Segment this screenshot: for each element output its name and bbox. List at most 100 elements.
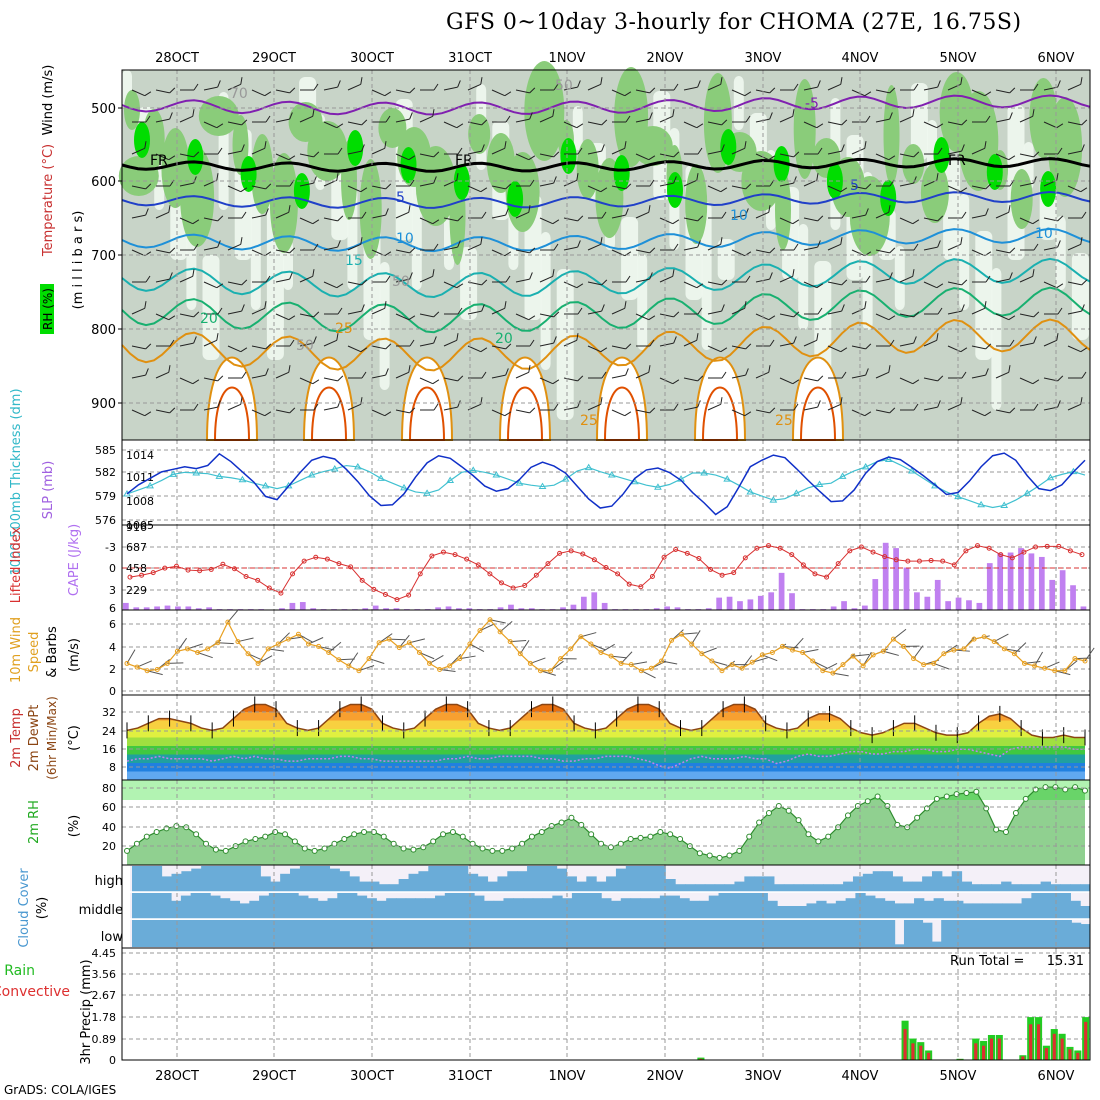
cs-wind-barb <box>179 151 200 158</box>
cs-wind-barb <box>923 215 944 222</box>
wind-barb <box>257 655 273 664</box>
wind-speed-marker <box>185 646 191 652</box>
cloud-low-bar <box>959 920 970 947</box>
cs-barb-flag <box>745 208 749 216</box>
cs-barb-staff <box>371 214 386 219</box>
cloud-low-bar <box>345 920 356 947</box>
wind-speed-marker <box>729 662 735 668</box>
cloud-middle-bar <box>718 893 729 919</box>
cs-barb-flag <box>313 243 319 251</box>
cs-barb-staff <box>1067 83 1081 91</box>
cloud-low-bar <box>290 920 300 947</box>
wind-speed-marker <box>931 660 937 666</box>
cloud-middle-bar <box>874 898 886 919</box>
cloud-middle-bar <box>327 898 338 919</box>
cs-barb-staff <box>923 217 938 222</box>
cs-barb-flag <box>1032 269 1035 277</box>
cs-barb-flag <box>360 77 363 85</box>
cloud-high-bar <box>299 866 311 892</box>
cape-ylabel-lifted: Lifted Index <box>9 526 24 603</box>
cs-barb-staff <box>299 153 314 158</box>
cs-barb-flag <box>649 407 656 414</box>
wind-barb <box>328 641 342 653</box>
cs-wind-barb <box>635 153 656 161</box>
wind-speed-marker <box>981 634 987 640</box>
rh-marker <box>815 838 822 845</box>
cs-wind-barb <box>779 336 797 347</box>
thk-thickness-marker <box>515 479 524 486</box>
cs-contour-15 <box>121 257 1091 299</box>
cs-barb-staff <box>131 147 145 155</box>
cloud-low-bar <box>411 920 421 947</box>
cs-barb-staff <box>371 147 385 155</box>
wind-speed-marker <box>689 641 695 647</box>
cs-barb-staff <box>275 118 290 123</box>
cloud-high-bar <box>457 866 469 892</box>
cs-barb-flag <box>912 109 915 117</box>
cape-li-marker <box>231 566 237 572</box>
wind-barb <box>419 652 435 660</box>
cs-wind-barb <box>923 281 944 289</box>
temp-ylabel-3: (6hr Min/Max) <box>45 696 59 780</box>
cs-barb-staff <box>1067 281 1082 286</box>
cs-barb-flag <box>265 343 272 350</box>
cape-bar <box>528 608 535 610</box>
wind-speed-marker <box>699 651 705 657</box>
cs-wind-barb <box>827 237 843 251</box>
cs-barb-staff <box>635 153 649 161</box>
wind-barb <box>893 628 907 640</box>
cs-wind-barb <box>779 311 800 318</box>
wind-speed-marker <box>991 639 997 645</box>
wind-speed-marker <box>961 646 967 652</box>
cs-wind-barb <box>492 115 511 123</box>
cs-barb-staff <box>803 179 817 187</box>
precip-convective-bar <box>919 1045 923 1060</box>
wind-speed-marker <box>749 659 755 665</box>
cloud-middle-bar <box>200 893 211 919</box>
cs-barb-flag <box>409 87 416 94</box>
precip-convective-bar <box>989 1038 994 1060</box>
cs-rh-saturated-patch <box>134 122 150 158</box>
wind-barb <box>681 632 698 635</box>
precip-convective-bar <box>1076 1052 1080 1060</box>
rh-marker <box>627 836 634 843</box>
cs-barb-staff <box>1067 121 1082 126</box>
cape-li-marker <box>429 553 435 559</box>
cs-wind-barb <box>803 281 824 289</box>
cs-barb-staff <box>515 313 529 321</box>
rh-marker <box>874 793 881 800</box>
cs-wind-barb <box>203 80 221 91</box>
cs-wind-barb <box>1067 279 1088 286</box>
cs-barb-flag <box>1056 333 1059 341</box>
cs-barb-flag <box>624 411 632 417</box>
cs-barb-flag <box>889 407 896 414</box>
thk-thickness-marker <box>400 483 408 491</box>
x-tick-label-top: 31OCT <box>448 51 492 66</box>
cloud-high-bar <box>487 881 498 892</box>
cs-wind-barb <box>227 304 245 315</box>
cs-barb-staff <box>947 83 961 91</box>
cs-rh-moist-patch <box>902 144 925 184</box>
cs-barb-flag <box>456 333 459 341</box>
cloud-middle-bar <box>747 893 759 919</box>
cs-barb-flag <box>481 144 485 152</box>
cloud-high-bar <box>349 876 360 892</box>
precip-convective-bar <box>974 1043 978 1060</box>
wind-barb <box>398 634 410 648</box>
cloud-high-bar <box>783 884 795 892</box>
cs-ylabel-wind: Wind (m/s) <box>41 65 56 136</box>
cs-wind-barb <box>1067 77 1083 91</box>
cape-li-marker <box>754 545 760 551</box>
cs-barb-staff <box>611 147 625 155</box>
cloud-high-bar <box>191 868 202 892</box>
wind-barb <box>590 643 606 651</box>
cloud-high-bar <box>773 884 785 892</box>
cs-barb-staff <box>443 406 458 411</box>
cloud-low-bar <box>262 920 273 947</box>
cs-hot-bubble <box>213 386 251 441</box>
cs-barb-flag <box>312 379 320 385</box>
cs-barb-flag <box>192 109 195 117</box>
cs-barb-flag <box>841 119 848 126</box>
cs-barb-staff <box>683 406 698 411</box>
cs-wind-barb <box>563 215 584 222</box>
